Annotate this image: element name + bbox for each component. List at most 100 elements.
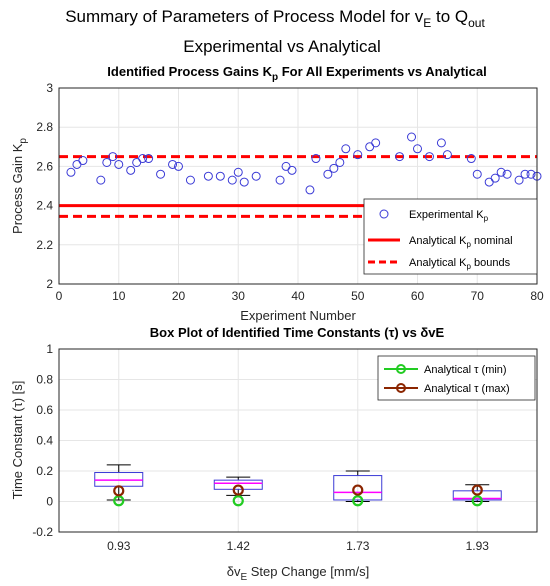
legend-marker-tau-max	[396, 383, 406, 393]
analytical-tau-max-point	[232, 484, 244, 496]
tau-y-tick-label: 1	[46, 342, 53, 356]
experimental-gain-point	[168, 159, 178, 169]
tau-y-tick-label: 0	[46, 495, 53, 509]
experimental-gain-point	[353, 150, 363, 160]
analytical-tau-min-point	[232, 495, 244, 507]
tau-y-axis-label: Time Constant (τ) [s]	[10, 381, 25, 500]
experimental-gain-point	[138, 154, 148, 164]
experimental-gain-point	[526, 169, 536, 179]
box-0.93	[94, 464, 144, 501]
box-iqr	[213, 479, 263, 490]
gain-x-tick-label: 80	[530, 289, 544, 303]
experimental-gain-point	[371, 138, 381, 148]
experimental-gain-point	[311, 154, 321, 164]
experimental-gain-point	[472, 169, 482, 179]
gain-y-tick-label: 2.8	[36, 120, 53, 134]
tau-x-tick-label: 1.42	[227, 539, 251, 553]
experimental-gain-point	[466, 154, 476, 164]
experimental-gain-point	[502, 169, 512, 179]
experimental-gain-point	[108, 152, 118, 162]
gain-x-tick-label: 10	[112, 289, 126, 303]
experimental-gain-point	[496, 167, 506, 177]
gain-x-tick-label: 50	[351, 289, 365, 303]
gain-chart-title: Identified Process Gains Kp For All Expe…	[107, 64, 486, 83]
experimental-gain-point	[114, 159, 124, 169]
gain-x-tick-label: 30	[232, 289, 246, 303]
experimental-gain-point	[490, 173, 500, 183]
gain-x-axis-label: Experiment Number	[240, 308, 356, 323]
tau-y-tick-label: 0.4	[36, 434, 53, 448]
gain-y-tick-label: 2.2	[36, 238, 53, 252]
gain-x-tick-label: 60	[411, 289, 425, 303]
gain-experimental-points	[66, 132, 542, 195]
experimental-gain-point	[156, 169, 166, 179]
experimental-gain-point	[233, 167, 243, 177]
gain-y-axis-label: Process Gain Kp	[10, 138, 29, 234]
box-iqr	[452, 490, 502, 501]
box-iqr	[333, 475, 383, 501]
tau-boxes	[94, 464, 502, 502]
analytical-tau-max-point	[471, 484, 483, 496]
legend-marker-experimental	[379, 209, 389, 219]
gain-y-tick-label: 2.6	[36, 159, 53, 173]
tau-x-tick-label: 1.93	[466, 539, 490, 553]
experimental-gain-point	[520, 169, 530, 179]
experimental-gain-point	[341, 144, 351, 154]
tau-x-tick-label: 1.73	[346, 539, 370, 553]
experimental-gain-point	[424, 152, 434, 162]
analytical-tau-max-point	[113, 485, 125, 497]
experimental-gain-point	[215, 171, 225, 181]
legend-label-experimental: Experimental Kp	[409, 209, 489, 223]
experimental-gain-point	[323, 169, 333, 179]
gain-x-tick-label: 20	[172, 289, 186, 303]
gain-axes-box	[58, 87, 538, 285]
tau-x-axis-label: δvE Step Change [mm/s]	[227, 564, 370, 583]
tau-legend-box	[377, 355, 536, 401]
gain-y-ticks: 2 2.2 2.4 2.6 2.8 3	[36, 81, 53, 291]
tau-legend: Analytical τ (min) Analytical τ (max)	[377, 355, 536, 401]
tau-chart-title: Box Plot of Identified Time Constants (τ…	[150, 325, 445, 340]
experimental-gain-point	[96, 175, 106, 185]
gain-x-ticks: 0 10 20 30 40 50 60 70 80	[56, 289, 544, 303]
gain-x-tick-label: 70	[471, 289, 485, 303]
legend-label-tau-max: Analytical τ (max)	[424, 383, 510, 395]
figure-title-line1: Summary of Parameters of Process Model f…	[65, 7, 485, 30]
gain-x-tick-label: 0	[56, 289, 63, 303]
tau-analytical-points	[113, 484, 483, 507]
experimental-gain-point	[174, 161, 183, 171]
legend-label-tau-min: Analytical τ (min)	[424, 364, 507, 376]
box-1.93	[452, 484, 502, 502]
experimental-gain-point	[275, 175, 285, 185]
gain-y-tick-label: 2	[46, 277, 53, 291]
experimental-gain-point	[287, 165, 297, 175]
experimental-gain-point	[514, 175, 524, 185]
experimental-gain-point	[102, 157, 112, 167]
experimental-gain-point	[78, 156, 88, 166]
experimental-gain-point	[185, 175, 195, 185]
analytical-tau-max-point	[352, 484, 364, 496]
experimental-gain-point	[203, 171, 213, 181]
tau-axes-box	[58, 348, 538, 533]
experimental-gain-point	[251, 171, 261, 181]
experimental-gain-point	[407, 132, 417, 142]
box-1.73	[333, 470, 383, 502]
tau-x-ticks: 0.93 1.42 1.73 1.93	[107, 539, 489, 553]
experimental-gain-point	[66, 167, 76, 177]
gain-x-tick-label: 40	[291, 289, 305, 303]
gain-y-tick-label: 2.4	[36, 199, 53, 213]
experimental-gain-point	[305, 185, 315, 195]
tau-boxplot-axes: Box Plot of Identified Time Constants (τ…	[10, 325, 538, 583]
gain-scatter-axes: Identified Process Gains Kp For All Expe…	[10, 64, 544, 323]
analytical-tau-min-point	[352, 495, 364, 507]
legend-marker-tau-min	[396, 364, 406, 374]
experimental-gain-point	[442, 150, 452, 160]
experimental-gain-point	[144, 154, 154, 164]
legend-label-nominal: Analytical Kp nominal	[409, 235, 513, 249]
experimental-gain-point	[239, 177, 249, 187]
experimental-gain-point	[395, 152, 405, 162]
legend-label-bounds: Analytical Kp bounds	[409, 257, 511, 271]
experimental-gain-point	[335, 157, 345, 167]
analytical-tau-min-point	[471, 495, 483, 507]
tau-y-tick-label: 0.2	[36, 464, 53, 478]
